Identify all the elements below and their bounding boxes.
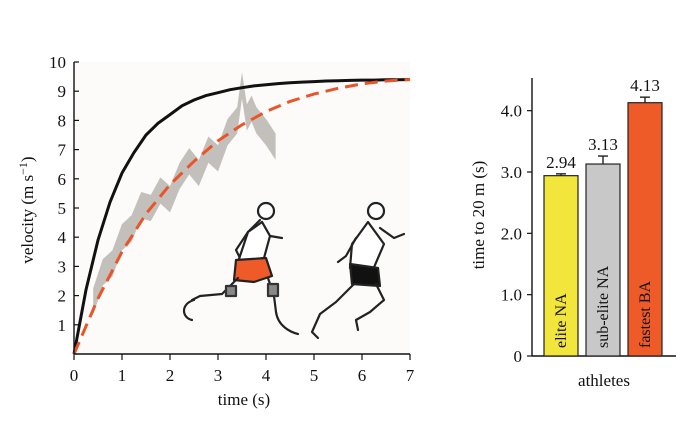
model-curve-solid — [72, 78, 411, 355]
y-axis-label: velocity (m s−1) — [16, 156, 37, 263]
y-tick-label: 7 — [58, 141, 67, 160]
runner-illustrations — [182, 201, 406, 340]
prosthetic-runner-illustration — [182, 201, 300, 336]
bar-category-label: fastest BA — [637, 280, 654, 348]
bar — [543, 175, 579, 357]
plot-background — [74, 62, 410, 354]
y-tick-label: 2 — [58, 287, 67, 306]
bar — [627, 102, 663, 357]
velocity-chart: 0 1 2 3 4 5 6 7 1 2 3 4 5 6 7 8 9 10 time (s) velocity (… — [16, 53, 415, 409]
bar-x-axis-label: athletes — [578, 371, 630, 390]
velocity-data-band — [93, 72, 276, 315]
y-tick-label: 5 — [58, 199, 67, 218]
bar-y-tick-label: 0 — [514, 347, 523, 366]
bar-value-label: 2.94 — [546, 153, 576, 172]
x-tick-label: 4 — [262, 366, 271, 385]
bar — [585, 163, 621, 357]
x-tick-label: 5 — [310, 366, 319, 385]
x-tick-label: 1 — [118, 366, 127, 385]
time-to-20m-chart: 0 1.0 2.0 3.0 4.0 2.94 elite NA 3.13 sub-elite … — [469, 76, 676, 390]
y-tick-label: 10 — [49, 53, 66, 72]
x-tick-label: 3 — [214, 366, 223, 385]
y-tick-label: 8 — [58, 111, 67, 130]
y-tick-label: 1 — [58, 316, 67, 335]
x-tick-label: 7 — [406, 366, 415, 385]
x-tick-label: 2 — [166, 366, 175, 385]
bar-y-tick-label: 3.0 — [501, 163, 522, 182]
bar-y-tick-label: 4.0 — [501, 102, 522, 121]
y-tick-label: 9 — [58, 82, 67, 101]
bar-category-label: elite NA — [553, 293, 570, 348]
bar-value-label: 3.13 — [588, 135, 618, 154]
x-axis-label: time (s) — [218, 390, 270, 409]
runner-illustration — [310, 201, 406, 340]
bar-y-tick-label: 1.0 — [501, 286, 522, 305]
bar-value-label: 4.13 — [630, 76, 660, 95]
y-tick-label: 4 — [58, 228, 67, 247]
bar-y-tick-label: 2.0 — [501, 224, 522, 243]
model-curve-dashed — [72, 78, 411, 355]
y-tick-label: 3 — [58, 257, 67, 276]
x-tick-label: 6 — [358, 366, 367, 385]
bar-y-axis-label: time to 20 m (s) — [469, 161, 488, 270]
x-tick-label: 0 — [70, 366, 79, 385]
bar-category-label: sub-elite NA — [595, 265, 612, 348]
y-tick-label: 6 — [58, 170, 67, 189]
